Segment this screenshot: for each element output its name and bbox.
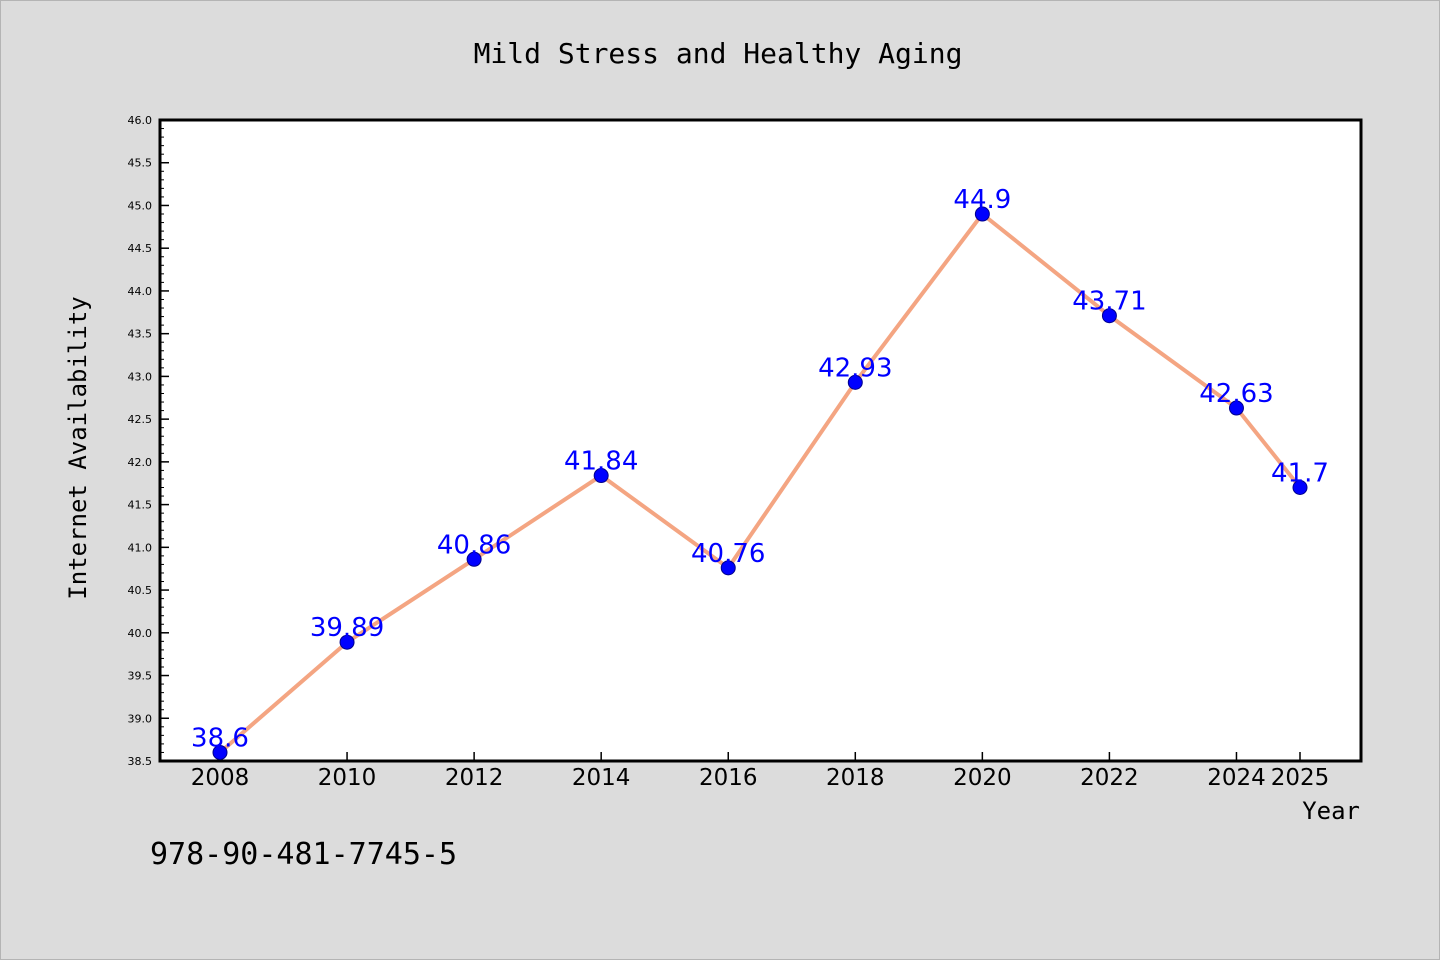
footer-text: 978-90-481-7745-5	[150, 837, 457, 872]
data-point	[1292, 480, 1308, 496]
x-tick-label: 2012	[445, 765, 504, 791]
series-line	[218, 212, 1302, 755]
data-label: 43.71	[1072, 287, 1146, 317]
data-point	[847, 374, 863, 390]
x-tick-label: 2008	[191, 765, 250, 791]
data-label: 42.93	[818, 353, 892, 383]
data-point	[466, 551, 482, 567]
y-tick-label: 42.5	[128, 413, 153, 426]
y-tick-label: 38.5	[128, 755, 153, 768]
data-point	[593, 468, 609, 484]
y-tick-label: 43.0	[128, 370, 153, 383]
y-tick-label: 46.0	[128, 114, 153, 127]
x-tick-label: 2014	[572, 765, 631, 791]
data-point	[720, 560, 736, 576]
data-point	[212, 744, 228, 760]
x-tick-label: 2010	[318, 765, 377, 791]
y-tick-label: 39.5	[128, 670, 153, 683]
data-label: 40.86	[437, 530, 511, 560]
x-tick-label: 2022	[1080, 765, 1139, 791]
data-points	[212, 206, 1308, 760]
data-labels: 38.6 39.89 40.86 41.84 40.76 42.93 44.9 43.71 42…	[191, 185, 1329, 753]
data-point	[974, 206, 990, 222]
y-tick-label: 42.0	[128, 456, 153, 469]
chart-title: Mild Stress and Healthy Aging	[474, 37, 963, 70]
y-tick-label: 45.5	[128, 157, 153, 170]
y-axis-label: Internet Availability	[64, 296, 92, 599]
data-label: 44.9	[953, 185, 1011, 215]
x-tick-label: 2024	[1207, 765, 1266, 791]
y-tick-label: 40.0	[128, 627, 153, 640]
data-label: 41.84	[564, 447, 638, 477]
data-label: 42.63	[1199, 379, 1273, 409]
data-point	[339, 634, 355, 650]
x-axis-label: Year	[1302, 797, 1360, 825]
plot-area	[158, 118, 1363, 763]
data-point	[1101, 308, 1117, 324]
y-tick-label: 40.5	[128, 584, 153, 597]
data-point	[1228, 400, 1244, 416]
y-tick-label: 45.0	[128, 199, 153, 212]
x-axis-ticks: 2008 2010 2012 2014 2016 2018 2020 2022 2024 2025	[191, 752, 1330, 791]
x-tick-label: 2020	[953, 765, 1012, 791]
y-tick-label: 41.5	[128, 499, 153, 512]
y-minor-ticks	[160, 119, 164, 762]
y-tick-label: 44.0	[128, 285, 153, 298]
y-tick-label: 41.0	[128, 541, 153, 554]
data-label: 39.89	[310, 613, 384, 643]
y-tick-label: 43.5	[128, 328, 153, 341]
y-tick-label: 44.5	[128, 242, 153, 255]
x-tick-label: 2016	[699, 765, 758, 791]
data-label: 38.6	[191, 723, 249, 753]
x-tick-label: 2025	[1271, 765, 1330, 791]
data-label: 41.7	[1271, 459, 1329, 489]
y-tick-label: 39.0	[128, 712, 153, 725]
x-tick-label: 2018	[826, 765, 885, 791]
y-axis-ticks: 38.5 39.0 39.5 40.0 40.5 41.0 41.5 42.0 42.5 43.0…	[128, 114, 169, 768]
data-label: 40.76	[691, 539, 765, 569]
